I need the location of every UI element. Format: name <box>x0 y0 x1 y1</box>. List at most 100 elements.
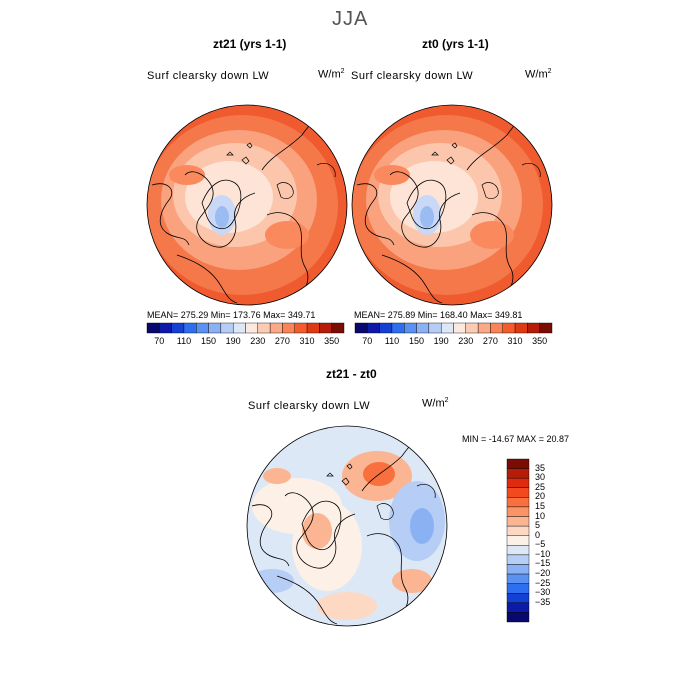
panel1-subtitle: Surf clearsky down LW <box>147 70 270 82</box>
panel1-units: W/m2 <box>318 68 345 81</box>
panel3-colorbar <box>506 458 530 623</box>
colorbar-swatch <box>502 322 516 334</box>
colorbar-swatch <box>506 516 530 527</box>
colorbar-swatch <box>506 458 530 469</box>
colorbar-tick-label: −30 <box>535 587 551 598</box>
colorbar-swatch <box>208 322 222 334</box>
colorbar-tick-label: −15 <box>535 558 551 569</box>
panel3-subtitle: Surf clearsky down LW <box>248 400 371 412</box>
colorbar-swatch <box>428 322 442 334</box>
colorbar-swatch <box>367 322 380 334</box>
colorbar-tick-label: 35 <box>535 462 546 473</box>
colorbar-tick-label: 15 <box>535 500 546 511</box>
colorbar-swatch <box>506 535 530 546</box>
colorbar-swatch <box>319 322 332 334</box>
colorbar-swatch <box>282 322 295 334</box>
colorbar-tick-label: 190 <box>433 336 449 346</box>
colorbar-swatch <box>379 322 393 334</box>
colorbar-swatch <box>354 322 368 334</box>
colorbar-tick-label: 25 <box>535 481 546 492</box>
colorbar-tick-label: 110 <box>384 336 400 346</box>
panel3-stats: MIN = -14.67 MAX = 20.87 <box>462 434 570 444</box>
colorbar-swatch <box>294 322 308 334</box>
colorbar-tick-label: −25 <box>535 577 551 588</box>
colorbar-tick-label: 270 <box>274 336 290 346</box>
colorbar-tick-label: 10 <box>535 510 546 521</box>
colorbar-swatch <box>245 322 259 334</box>
colorbar-swatch <box>506 487 530 498</box>
panel2-stats: MEAN= 275.89 Min= 168.40 Max= 349.81 <box>354 310 523 320</box>
colorbar-swatch <box>506 612 530 623</box>
panel1-stats: MEAN= 275.29 Min= 173.76 Max= 349.71 <box>147 310 316 320</box>
colorbar-swatch <box>171 322 185 334</box>
colorbar-swatch <box>506 593 530 604</box>
panel2-map <box>351 104 553 306</box>
colorbar-tick-label: 30 <box>535 472 546 483</box>
colorbar-swatch <box>506 468 530 479</box>
panel3-units: W/m2 <box>422 397 449 410</box>
colorbar-swatch <box>506 506 530 517</box>
colorbar-swatch <box>527 322 540 334</box>
colorbar-swatch <box>404 322 417 334</box>
panel1-title: zt21 (yrs 1-1) <box>213 37 287 51</box>
colorbar-swatch <box>416 322 430 334</box>
colorbar-tick-label: 350 <box>532 336 548 346</box>
colorbar-swatch <box>506 525 530 536</box>
colorbar-swatch <box>453 322 467 334</box>
colorbar-tick-label: −5 <box>535 539 546 550</box>
colorbar-swatch <box>506 477 530 488</box>
colorbar-swatch <box>477 322 491 334</box>
colorbar-swatch <box>506 573 530 584</box>
colorbar-swatch <box>465 322 479 334</box>
panel1-map <box>146 104 348 306</box>
colorbar-tick-label: 5 <box>535 520 541 531</box>
colorbar-tick-label: 310 <box>299 336 315 346</box>
colorbar-swatch <box>506 545 530 556</box>
colorbar-swatch <box>506 564 530 575</box>
colorbar-tick-label: 230 <box>250 336 266 346</box>
colorbar-swatch <box>490 322 503 334</box>
colorbar-tick-label: 230 <box>458 336 474 346</box>
panel2-units: W/m2 <box>525 68 552 81</box>
colorbar-tick-label: 20 <box>535 491 546 502</box>
colorbar-tick-label: 190 <box>225 336 241 346</box>
colorbar-tick-label: −20 <box>535 568 551 579</box>
colorbar-swatch <box>506 583 530 594</box>
colorbar-swatch <box>506 602 530 613</box>
colorbar-swatch <box>539 322 553 334</box>
panel2-colorbar <box>354 322 553 334</box>
colorbar-tick-label: 70 <box>154 336 165 346</box>
colorbar-swatch <box>159 322 172 334</box>
colorbar-tick-label: 270 <box>482 336 498 346</box>
figure-title: JJA <box>332 8 369 30</box>
colorbar-swatch <box>306 322 320 334</box>
colorbar-tick-label: 110 <box>176 336 192 346</box>
panel3-map <box>246 425 448 627</box>
colorbar-tick-label: 150 <box>409 336 425 346</box>
colorbar-swatch <box>506 554 530 565</box>
colorbar-swatch <box>514 322 528 334</box>
colorbar-swatch <box>257 322 271 334</box>
panel1-colorbar <box>146 322 345 334</box>
panel2-title: zt0 (yrs 1-1) <box>422 37 489 51</box>
panel2-subtitle: Surf clearsky down LW <box>351 70 474 82</box>
colorbar-tick-label: 0 <box>535 529 541 540</box>
colorbar-swatch <box>146 322 160 334</box>
colorbar-swatch <box>506 497 530 508</box>
colorbar-swatch <box>440 322 454 334</box>
colorbar-tick-label: −10 <box>535 548 551 559</box>
colorbar-swatch <box>331 322 345 334</box>
colorbar-swatch <box>391 322 405 334</box>
panel3-title: zt21 - zt0 <box>326 367 377 381</box>
colorbar-swatch <box>232 322 246 334</box>
colorbar-tick-label: 150 <box>201 336 217 346</box>
colorbar-tick-label: 310 <box>507 336 523 346</box>
colorbar-swatch <box>220 322 234 334</box>
colorbar-tick-label: 70 <box>362 336 373 346</box>
colorbar-swatch <box>269 322 283 334</box>
colorbar-tick-label: 350 <box>324 336 340 346</box>
colorbar-swatch <box>196 322 209 334</box>
colorbar-tick-label: −35 <box>535 596 551 607</box>
colorbar-swatch <box>183 322 197 334</box>
